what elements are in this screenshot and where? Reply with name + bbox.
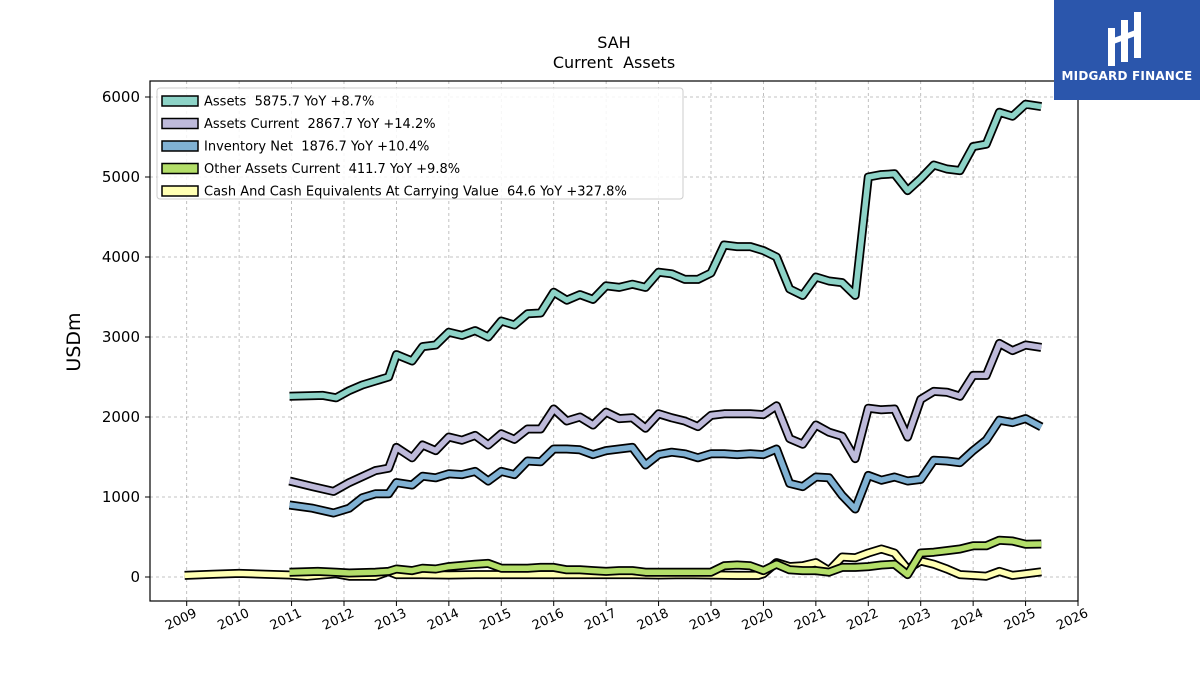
y-tick-label: 5000 <box>102 168 140 186</box>
x-tick-label: 2016 <box>530 606 566 634</box>
x-tick-label: 2025 <box>1002 606 1038 634</box>
x-tick-label: 2020 <box>740 606 776 634</box>
legend-swatch <box>161 185 199 197</box>
x-tick-label: 2019 <box>687 606 723 634</box>
legend-label: Other Assets Current 411.7 YoY +9.8% <box>204 162 460 177</box>
legend-swatch <box>161 140 199 152</box>
series-stroke <box>289 537 1042 578</box>
y-axis-label: USDm <box>63 312 85 371</box>
legend-label: Cash And Cash Equivalents At Carrying Va… <box>204 185 627 200</box>
x-tick-label: 2018 <box>635 606 671 634</box>
series-stroke <box>289 415 1043 516</box>
y-tick-label: 4000 <box>102 248 140 266</box>
y-tick-label: 0 <box>130 568 140 586</box>
legend-label: Assets Current 2867.7 YoY +14.2% <box>204 117 436 132</box>
y-tick-label: 1000 <box>102 488 140 506</box>
legend-label: Assets 5875.7 YoY +8.7% <box>204 95 374 110</box>
x-tick-label: 2026 <box>1054 606 1090 634</box>
logo-icon <box>1108 12 1141 66</box>
chart-subtitle: Current Assets <box>553 53 675 72</box>
x-tick-label: 2014 <box>425 606 461 634</box>
x-tick-label: 2024 <box>949 606 985 634</box>
plot-lines <box>184 99 1044 581</box>
x-tick-label: 2011 <box>268 606 304 634</box>
x-tick-label: 2009 <box>163 606 199 634</box>
series-line <box>289 99 1042 403</box>
x-tick-label: 2023 <box>897 606 933 634</box>
chart-title: SAH <box>597 33 630 52</box>
y-tick-label: 2000 <box>102 408 140 426</box>
y-axis: 0 1000 2000 3000 4000 5000 6000 <box>102 88 150 586</box>
legend-label: Inventory Net 1876.7 YoY +10.4% <box>204 140 429 155</box>
series-line <box>289 535 1042 580</box>
legend-box <box>156 87 684 200</box>
legend-swatch <box>161 162 199 175</box>
series-line <box>288 338 1042 496</box>
y-tick-label: 3000 <box>102 328 140 346</box>
x-tick-label: 2015 <box>478 606 514 634</box>
x-tick-label: 2012 <box>320 606 356 634</box>
x-axis: 2009 2010 2011 2012 2013 2014 2015 2016 2017 2018… <box>163 601 1091 634</box>
x-tick-label: 2017 <box>582 606 618 634</box>
y-tick-label: 6000 <box>102 88 140 106</box>
x-tick-label: 2021 <box>792 606 828 634</box>
plot-frame <box>149 80 1079 602</box>
brand-name: MIDGARD FINANCE <box>1061 69 1193 83</box>
series-stroke <box>288 340 1042 495</box>
x-tick-label: 2013 <box>373 606 409 634</box>
legend-swatch <box>161 117 199 130</box>
brand-logo: MIDGARD FINANCE <box>1054 0 1200 100</box>
x-tick-label: 2022 <box>845 606 881 634</box>
legend-swatch <box>161 95 199 107</box>
x-tick-label: 2010 <box>215 606 251 634</box>
series-line <box>288 414 1044 518</box>
legend: Assets 5875.7 YoY +8.7% Assets Current 28… <box>156 87 684 200</box>
series-stroke <box>289 101 1042 401</box>
